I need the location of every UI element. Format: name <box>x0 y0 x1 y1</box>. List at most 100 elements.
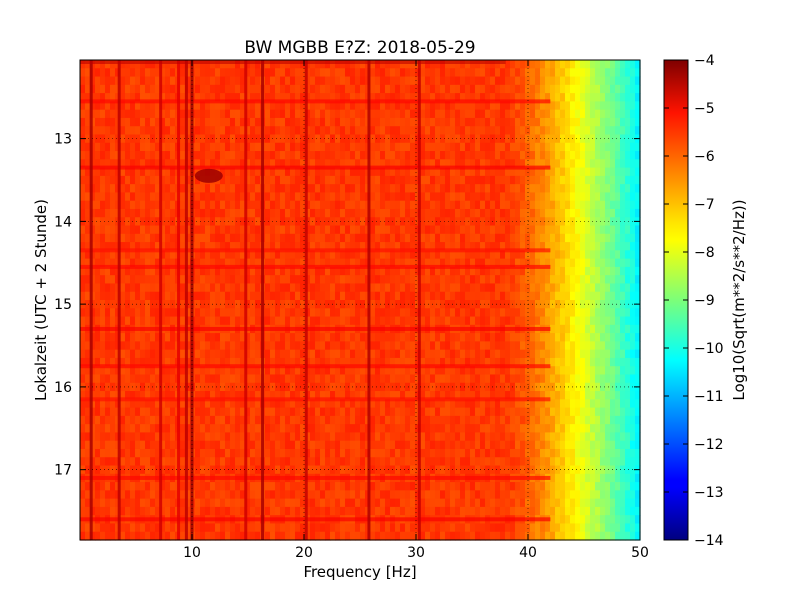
heatmap-cell <box>370 291 376 301</box>
heatmap-cell <box>170 68 176 78</box>
heatmap-cell <box>455 333 461 342</box>
heatmap-cell <box>430 151 436 160</box>
heatmap-cell <box>355 233 361 243</box>
heatmap-cell <box>325 134 331 144</box>
heatmap-cell <box>410 93 416 102</box>
heatmap-cell <box>395 233 401 243</box>
heatmap-cell <box>255 175 261 185</box>
heatmap-cell <box>485 151 491 160</box>
heatmap-cell <box>415 291 421 301</box>
heatmap-cell <box>85 84 91 94</box>
heatmap-cell <box>495 68 501 78</box>
heatmap-cell <box>415 266 421 276</box>
heatmap-cell <box>120 192 126 202</box>
heatmap-cell <box>230 506 236 516</box>
heatmap-cell <box>505 366 511 376</box>
heatmap-cell <box>360 291 366 301</box>
heatmap-cell <box>125 93 131 102</box>
heatmap-cell <box>425 432 431 442</box>
heatmap-cell <box>500 308 506 318</box>
heatmap-cell <box>330 109 336 119</box>
heatmap-cell <box>470 151 476 160</box>
heatmap-cell <box>485 167 491 177</box>
heatmap-cell <box>350 68 356 78</box>
heatmap-cell <box>460 208 466 218</box>
heatmap-cell <box>210 60 216 69</box>
heatmap-cell <box>205 242 211 251</box>
heatmap-cell <box>360 506 366 516</box>
heatmap-cell <box>470 167 476 177</box>
heatmap-cell <box>160 440 166 450</box>
heatmap-cell <box>225 175 231 185</box>
heatmap-cell <box>210 84 216 94</box>
heatmap-cell <box>425 167 431 177</box>
heatmap-cell <box>475 382 481 392</box>
heatmap-cell <box>80 84 86 94</box>
heatmap-cell <box>390 167 396 177</box>
heatmap-cell <box>490 184 496 194</box>
heatmap-cell <box>135 382 141 392</box>
heatmap-cell <box>395 151 401 160</box>
heatmap-cell <box>500 432 506 442</box>
heatmap-cell <box>330 291 336 301</box>
heatmap-cell <box>125 291 131 301</box>
heatmap-cell <box>415 208 421 218</box>
heatmap-cell <box>280 531 286 541</box>
heatmap-cell <box>425 250 431 260</box>
heatmap-cell <box>290 175 296 185</box>
heatmap-cell <box>305 531 311 541</box>
heatmap-cell <box>295 134 301 144</box>
heatmap-cell <box>275 93 281 102</box>
heatmap-cell <box>380 291 386 301</box>
heatmap-cell <box>220 258 226 268</box>
heatmap-cell <box>130 374 136 384</box>
heatmap-cell <box>300 283 306 293</box>
heatmap-cell <box>90 117 96 127</box>
heatmap-cell <box>335 424 341 434</box>
heatmap-cell <box>390 308 396 318</box>
heatmap-cell <box>500 175 506 185</box>
heatmap-cell <box>245 349 251 359</box>
heatmap-cell <box>440 117 446 127</box>
heatmap-cell <box>205 300 211 309</box>
heatmap-cell <box>500 300 506 309</box>
heatmap-cell <box>415 68 421 78</box>
heatmap-cell <box>320 531 326 541</box>
heatmap-cell <box>125 531 131 541</box>
heatmap-cell <box>150 101 156 111</box>
heatmap-cell <box>135 482 141 491</box>
heatmap-cell <box>270 76 276 86</box>
heatmap-cell <box>160 217 166 227</box>
heatmap-cell <box>490 200 496 210</box>
heatmap-cell <box>205 266 211 276</box>
heatmap-cell <box>85 308 91 318</box>
heatmap-cell <box>435 382 441 392</box>
heatmap-cell <box>400 68 406 78</box>
heatmap-cell <box>475 424 481 434</box>
heatmap-cell <box>325 142 331 152</box>
heatmap-cell <box>480 357 486 367</box>
heatmap-cell <box>325 465 331 475</box>
heatmap-cell <box>305 391 311 400</box>
heatmap-cell <box>150 498 156 508</box>
heatmap-cell <box>290 440 296 450</box>
heatmap-cell <box>145 266 151 276</box>
heatmap-cell <box>85 399 91 409</box>
heatmap-cell <box>165 357 171 367</box>
heatmap-cell <box>110 407 116 417</box>
heatmap-cell <box>480 341 486 351</box>
heatmap-cell <box>415 217 421 227</box>
heatmap-cell <box>430 200 436 210</box>
heatmap-cell <box>215 366 221 376</box>
heatmap-cell <box>445 126 451 136</box>
heatmap-cell <box>205 399 211 409</box>
heatmap-cell <box>210 93 216 102</box>
heatmap-cell <box>225 283 231 293</box>
heatmap-cell <box>135 266 141 276</box>
heatmap-cell <box>435 440 441 450</box>
heatmap-cell <box>385 200 391 210</box>
heatmap-cell <box>220 242 226 251</box>
heatmap-cell <box>200 374 206 384</box>
heatmap-cell <box>380 68 386 78</box>
heatmap-cell <box>220 126 226 136</box>
